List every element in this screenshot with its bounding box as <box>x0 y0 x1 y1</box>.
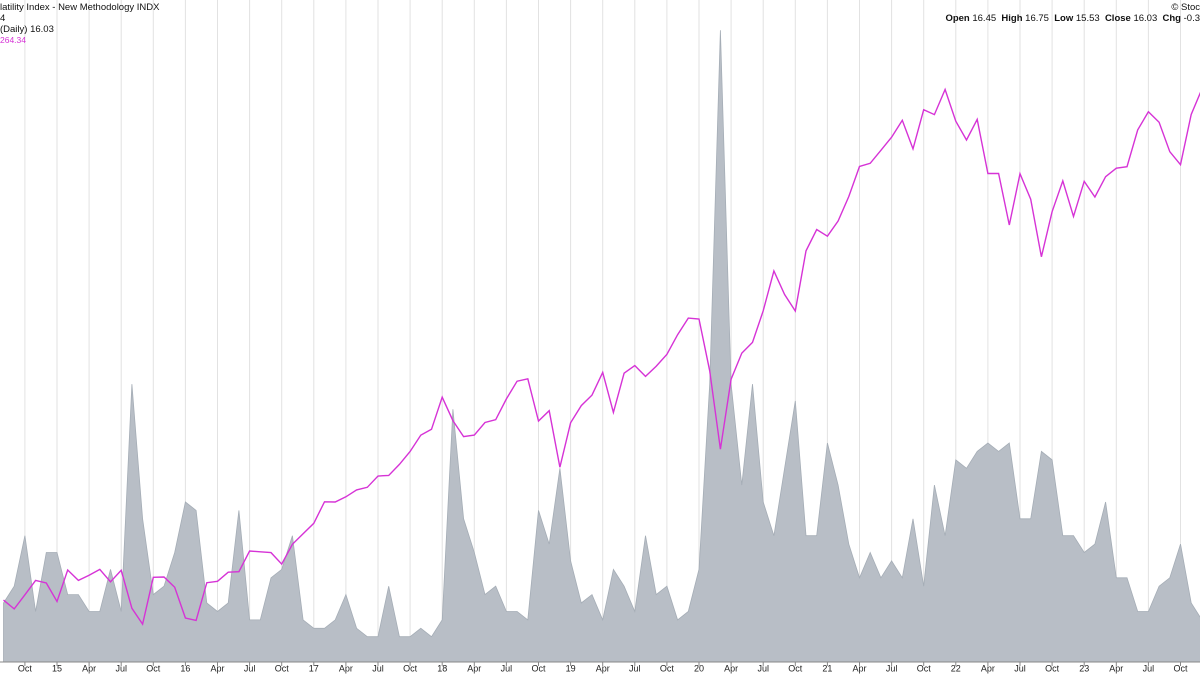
quote: Open 16.45 High 16.75 Low 15.53 Close 16… <box>945 13 1200 24</box>
x-tick-label: Jul <box>244 663 256 673</box>
period: (Daily) <box>0 24 28 35</box>
x-tick-label: Oct <box>660 663 675 673</box>
x-tick-label: Jul <box>629 663 641 673</box>
x-tick-label: Oct <box>146 663 161 673</box>
x-tick-label: Apr <box>981 663 995 673</box>
title: latility Index - New Methodology <box>0 2 135 13</box>
label: Open <box>945 13 970 24</box>
overlay-value: 264.34 <box>0 35 26 45</box>
period-line: (Daily) 16.03 <box>0 24 54 35</box>
credit: © Stoc <box>1171 2 1200 13</box>
x-tick-label: 18 <box>437 663 447 673</box>
exchange: INDX <box>136 2 160 13</box>
x-tick-label: Apr <box>596 663 610 673</box>
x-tick-label: Jul <box>757 663 769 673</box>
x-tick-label: Oct <box>1045 663 1060 673</box>
x-tick-label: Apr <box>467 663 481 673</box>
last-value: 16.03 <box>30 24 54 35</box>
x-tick-label: Jul <box>886 663 898 673</box>
label: Chg <box>1162 13 1181 24</box>
x-tick-label: Oct <box>275 663 290 673</box>
x-tick-label: Oct <box>788 663 803 673</box>
x-tick-label: Oct <box>531 663 546 673</box>
x-tick-label: Apr <box>339 663 353 673</box>
x-tick-label: Jul <box>372 663 384 673</box>
x-tick-label: 22 <box>951 663 961 673</box>
x-tick-label: Oct <box>18 663 33 673</box>
x-tick-label: Jul <box>1014 663 1026 673</box>
x-tick-label: Apr <box>852 663 866 673</box>
x-tick-label: 21 <box>822 663 832 673</box>
x-tick-label: 16 <box>180 663 190 673</box>
x-tick-label: 19 <box>566 663 576 673</box>
x-tick-label: Jul <box>115 663 127 673</box>
value: -0.3 <box>1183 13 1200 24</box>
x-tick-label: Jul <box>501 663 513 673</box>
x-tick-label: Apr <box>82 663 96 673</box>
value: 16.45 <box>972 13 997 24</box>
x-tick-label: Apr <box>1109 663 1123 673</box>
value: 16.03 <box>1133 13 1158 24</box>
title-line: latility Index - New Methodology INDX <box>0 2 159 13</box>
x-tick-label: 20 <box>694 663 704 673</box>
x-tick-label: Oct <box>1173 663 1188 673</box>
x-tick-label: 15 <box>52 663 62 673</box>
x-tick-label: 23 <box>1079 663 1089 673</box>
area <box>3 30 1200 663</box>
x-tick-label: Apr <box>210 663 224 673</box>
value: 16.75 <box>1025 13 1049 24</box>
x-tick-label: 17 <box>309 663 319 673</box>
x-tick-label: Apr <box>724 663 738 673</box>
label: Close <box>1104 13 1131 24</box>
label: Low <box>1054 13 1074 24</box>
subtitle: 4 <box>0 13 6 24</box>
x-tick-label: Jul <box>1143 663 1155 673</box>
label: High <box>1001 13 1023 24</box>
value: 15.53 <box>1075 13 1100 24</box>
line <box>3 87 1200 626</box>
x-tick-label: Oct <box>917 663 932 673</box>
x-tick-label: Oct <box>403 663 418 673</box>
